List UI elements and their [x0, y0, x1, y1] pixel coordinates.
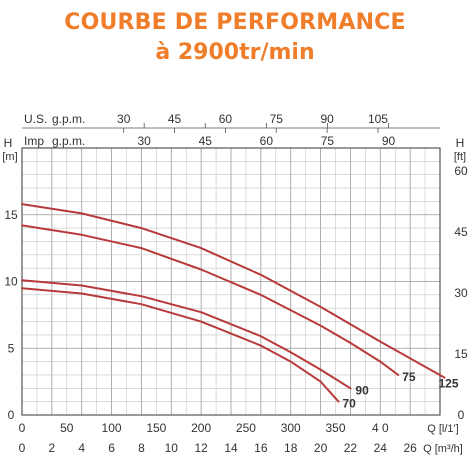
- curve-75: [21, 224, 400, 376]
- x-tick-label-lmin: 4 0: [372, 421, 389, 435]
- x-tick-label-m3h: 16: [254, 441, 268, 455]
- chart-title: COURBE DE PERFORMANCE: [64, 10, 406, 35]
- x-tick-label-lmin: 150: [146, 421, 166, 435]
- x-tick-label-lmin: 250: [236, 421, 256, 435]
- curve-label-90: 90: [355, 383, 369, 397]
- x-tick-label-m3h: 22: [344, 441, 358, 455]
- x-tick-label-m3h: 18: [284, 441, 298, 455]
- us-gpm-axis-label: U.S.: [24, 112, 47, 126]
- x-tick-label-m3h: 20: [314, 441, 328, 455]
- y-tick-label-right: 30: [454, 286, 468, 300]
- curve-label-125: 125: [438, 377, 458, 391]
- x-tick-label-m3h: 26: [403, 441, 417, 455]
- imp-gpm-axis-label: g.p.m.: [52, 134, 85, 148]
- y-axis-right-label: H: [456, 136, 465, 150]
- x-tick-label-lmin: 300: [281, 421, 301, 435]
- y-axis-left-unit: [m]: [2, 151, 17, 163]
- x-tick-label-lmin: 350: [325, 421, 345, 435]
- chart-subtitle: à 2900tr/min: [155, 40, 315, 65]
- y-tick-label-right: 15: [454, 347, 468, 361]
- curve-label-70: 70: [342, 397, 356, 411]
- imp-gpm-tick-label: 90: [382, 134, 396, 148]
- y-tick-label-right: 45: [454, 225, 468, 239]
- curve-70: [21, 287, 340, 403]
- x-tick-label-lmin: 50: [60, 421, 74, 435]
- x-axis-lmin-label: Q [l/1']: [427, 423, 458, 435]
- us-gpm-tick-label: 30: [117, 112, 131, 126]
- y-tick-label-left: 10: [4, 275, 18, 289]
- y-tick-label-left: 5: [8, 341, 15, 355]
- imp-gpm-axis-label: Imp: [24, 134, 44, 148]
- imp-gpm-tick-label: 75: [321, 134, 335, 148]
- us-gpm-tick-label: 75: [270, 112, 284, 126]
- us-gpm-tick-label: 90: [320, 112, 334, 126]
- x-tick-label-m3h: 2: [49, 441, 56, 455]
- x-tick-label-m3h: 24: [374, 441, 388, 455]
- imp-gpm-tick-label: 30: [137, 134, 151, 148]
- y-axis-right-unit: [ft]: [454, 151, 466, 163]
- y-tick-label-left: 0: [8, 408, 15, 422]
- curve-label-75: 75: [402, 370, 416, 384]
- imp-gpm-tick-label: 60: [260, 134, 274, 148]
- imp-gpm-tick-label: 45: [199, 134, 213, 148]
- x-tick-label-m3h: 6: [108, 441, 115, 455]
- x-tick-label-m3h: 0: [19, 441, 26, 455]
- series-layer: [21, 203, 446, 403]
- x-tick-label-m3h: 14: [224, 441, 238, 455]
- curve-125: [21, 203, 446, 379]
- x-tick-label-lmin: 200: [191, 421, 211, 435]
- x-tick-label-m3h: 10: [165, 441, 179, 455]
- x-axis-m3h-label: Q [m³/h]: [423, 443, 463, 455]
- curve-90: [21, 279, 352, 390]
- y-tick-label-left: 15: [4, 208, 18, 222]
- plot-border: [21, 147, 441, 416]
- x-tick-label-m3h: 12: [194, 441, 208, 455]
- x-tick-label-m3h: 4: [78, 441, 85, 455]
- grid: [21, 123, 441, 416]
- us-gpm-tick-label: 105: [368, 112, 388, 126]
- x-tick-label-lmin: 100: [102, 421, 122, 435]
- y-tick-label-right: 0: [458, 408, 465, 422]
- y-axis-left-label: H: [4, 136, 13, 150]
- x-tick-label-m3h: 8: [138, 441, 145, 455]
- us-gpm-tick-label: 45: [168, 112, 182, 126]
- us-gpm-axis-label: g.p.m.: [52, 112, 85, 126]
- y-tick-label-right: 60: [454, 164, 468, 178]
- us-gpm-tick-label: 60: [219, 112, 233, 126]
- x-tick-label-lmin: 0: [19, 421, 26, 435]
